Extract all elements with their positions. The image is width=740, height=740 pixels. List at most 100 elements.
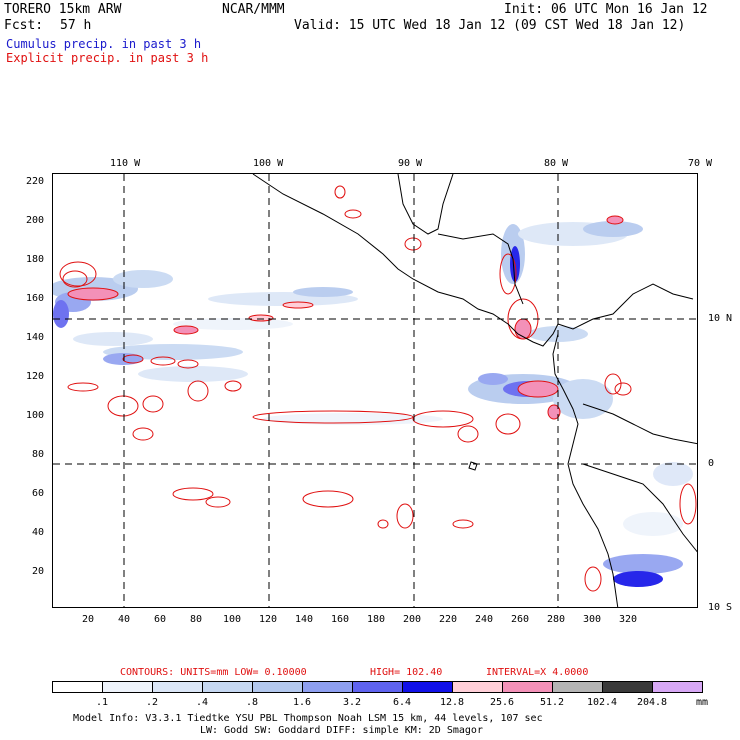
explicit-contour	[495, 413, 521, 435]
y-tick-200: 200	[26, 215, 45, 226]
cumulus-blob	[113, 270, 173, 288]
lon-label-80w: 80 W	[544, 158, 569, 169]
lat-label-10s: 10 S	[708, 602, 733, 613]
colorbar-label: 3.2	[342, 697, 362, 708]
colorbar-label: 12.8	[439, 697, 465, 708]
lon-label-110w: 110 W	[110, 158, 141, 169]
cumulus-blob	[138, 366, 248, 382]
explicit-contour	[604, 373, 622, 395]
x-tick-100: 100	[223, 614, 242, 625]
x-tick-20: 20	[82, 614, 95, 625]
org-label: NCAR/MMM	[222, 2, 285, 17]
explicit-contour	[452, 519, 474, 529]
explicit-contour	[173, 325, 199, 335]
explicit-contour	[187, 380, 209, 402]
x-tick-160: 160	[331, 614, 350, 625]
cumulus-blob	[613, 571, 663, 587]
fcst-value: 57 h	[60, 18, 92, 33]
explicit-contour	[122, 354, 144, 364]
x-tick-140: 140	[295, 614, 314, 625]
lon-label-100w: 100 W	[253, 158, 284, 169]
explicit-contour	[412, 410, 474, 428]
explicit-contour	[224, 380, 242, 392]
colorbar-swatch	[402, 681, 453, 693]
explicit-contour	[584, 566, 602, 592]
x-tick-220: 220	[439, 614, 458, 625]
colorbar-label: 204.8	[636, 697, 668, 708]
contour-interval: INTERVAL=X 4.0000	[486, 667, 589, 678]
colorbar-swatch	[102, 681, 153, 693]
y-tick-80: 80	[32, 449, 45, 460]
cumulus-blob	[263, 413, 443, 425]
colorbar-swatch	[452, 681, 503, 693]
cumulus-blob	[553, 379, 613, 419]
colorbar-swatch	[552, 681, 603, 693]
colorbar-swatch	[302, 681, 353, 693]
colorbar-swatch	[52, 681, 103, 693]
coastline-layer	[252, 174, 697, 607]
island-galapagos	[468, 461, 478, 471]
y-tick-160: 160	[26, 293, 45, 304]
legend-explicit: Explicit precip. in past 3 h	[6, 51, 209, 65]
explicit-contour	[248, 314, 274, 322]
cumulus-blob	[53, 300, 69, 328]
cumulus-precip-layer	[53, 221, 693, 587]
contour-high: HIGH= 102.40	[370, 667, 443, 678]
explicit-contour	[396, 503, 414, 529]
x-tick-40: 40	[118, 614, 131, 625]
colorbar-label: .2	[145, 697, 159, 708]
explicit-contour	[282, 301, 314, 309]
x-tick-260: 260	[511, 614, 530, 625]
x-tick-60: 60	[154, 614, 167, 625]
colorbar-swatch	[252, 681, 303, 693]
explicit-contour	[142, 395, 164, 413]
lat-label-10n: 10 N	[708, 313, 733, 324]
explicit-contour	[499, 253, 517, 295]
cumulus-blob	[603, 554, 683, 574]
explicit-contour	[67, 382, 99, 392]
x-tick-80: 80	[190, 614, 203, 625]
explicit-contour	[377, 519, 389, 529]
precip-map	[52, 173, 698, 608]
explicit-contour	[132, 427, 154, 441]
coastline-south-america	[552, 333, 619, 607]
explicit-contour	[177, 359, 199, 369]
x-tick-180: 180	[367, 614, 386, 625]
explicit-contour	[252, 410, 414, 424]
explicit-contour	[517, 380, 559, 398]
lon-label-90w: 90 W	[398, 158, 423, 169]
colorbar-unit: mm	[696, 697, 709, 708]
model-info-line1: Model Info: V3.3.1 Tiedtke YSU PBL Thomp…	[73, 713, 543, 724]
border-south-america-2	[582, 463, 697, 553]
explicit-contour	[107, 395, 139, 417]
y-tick-100: 100	[26, 410, 45, 421]
x-tick-280: 280	[547, 614, 566, 625]
explicit-contour	[404, 237, 422, 251]
explicit-contour	[457, 425, 479, 443]
colorbar-swatch	[152, 681, 203, 693]
lat-label-0: 0	[708, 458, 715, 469]
colorbar-swatch	[352, 681, 403, 693]
explicit-contour	[606, 215, 624, 225]
explicit-contour	[67, 287, 119, 301]
colorbar-label: 102.4	[586, 697, 618, 708]
coastline-caribbean	[437, 233, 524, 305]
explicit-contour	[614, 382, 632, 396]
fcst-label: Fcst:	[4, 18, 44, 33]
colorbar-label: .8	[245, 697, 259, 708]
colorbar-swatch	[202, 681, 253, 693]
explicit-contour	[172, 487, 214, 501]
x-tick-240: 240	[475, 614, 494, 625]
y-tick-40: 40	[32, 527, 45, 538]
y-tick-60: 60	[32, 488, 45, 499]
explicit-contour	[344, 209, 362, 219]
colorbar-label: 51.2	[539, 697, 565, 708]
coastline-yucatan	[397, 174, 454, 235]
init-time: Init: 06 UTC Mon 16 Jan 12	[504, 2, 708, 17]
cumulus-blob	[583, 221, 643, 237]
y-tick-180: 180	[26, 254, 45, 265]
contour-units: CONTOURS: UNITS=mm LOW= 0.10000	[120, 667, 307, 678]
coastline-colombia	[557, 283, 694, 330]
explicit-contour	[679, 483, 697, 525]
legend-cumulus: Cumulus precip. in past 3 h	[6, 37, 202, 51]
